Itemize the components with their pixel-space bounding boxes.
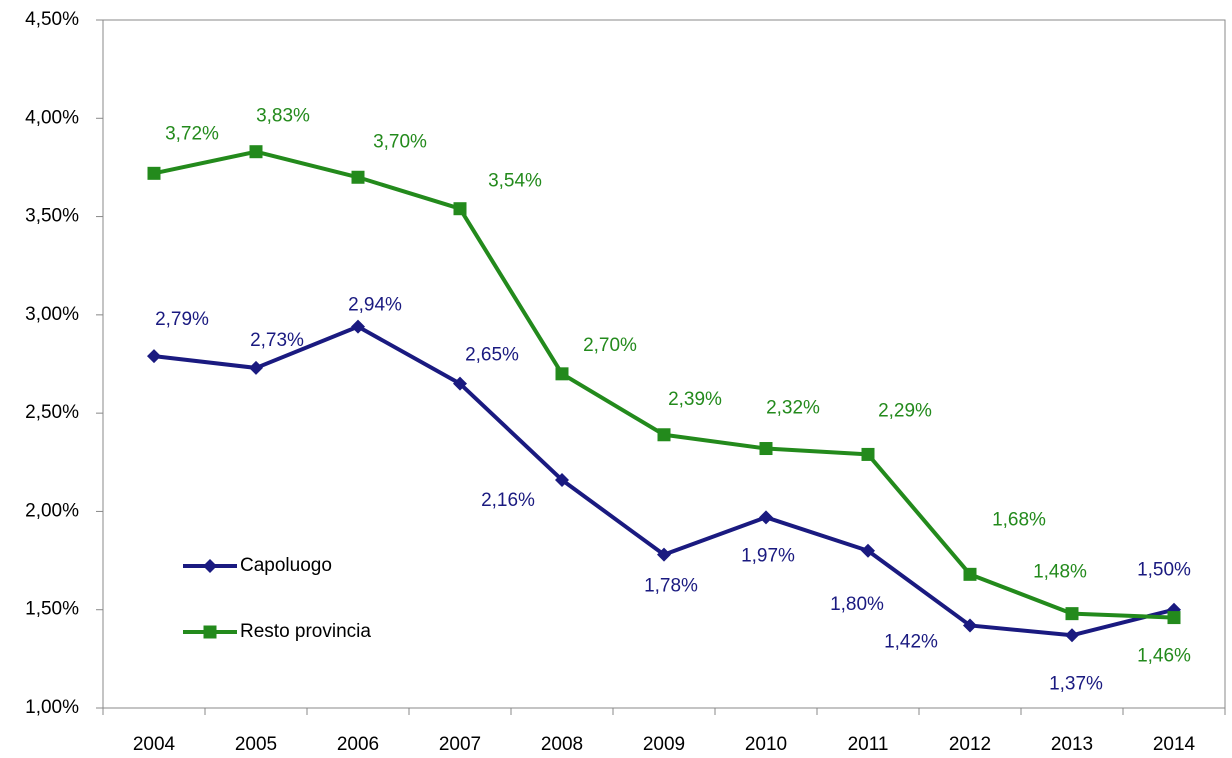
data-label: 3,70% <box>373 131 427 152</box>
data-label: 3,72% <box>165 123 219 144</box>
data-label: 3,54% <box>488 171 542 192</box>
marker <box>963 567 977 581</box>
data-label: 1,46% <box>1137 646 1191 667</box>
x-tick-label: 2009 <box>643 734 685 755</box>
data-label: 2,73% <box>250 330 304 351</box>
data-label: 1,78% <box>644 576 698 597</box>
legend-label: Capoluogo <box>240 555 332 576</box>
legend-label: Resto provincia <box>240 621 371 642</box>
data-label: 2,39% <box>668 389 722 410</box>
x-tick-label: 2011 <box>848 734 889 755</box>
marker <box>555 472 569 487</box>
marker <box>963 618 977 633</box>
x-tick-label: 2005 <box>235 734 277 755</box>
marker <box>249 145 263 159</box>
marker <box>453 202 467 216</box>
marker <box>1065 607 1079 621</box>
y-tick-label: 4,00% <box>25 107 79 128</box>
marker <box>759 442 773 456</box>
data-label: 1,50% <box>1137 560 1191 581</box>
y-tick-label: 2,00% <box>25 500 79 521</box>
y-tick-label: 1,50% <box>25 599 79 620</box>
y-tick-label: 4,50% <box>25 9 79 30</box>
data-label: 2,79% <box>155 309 209 330</box>
data-label: 2,94% <box>348 295 402 316</box>
marker <box>759 510 773 525</box>
marker <box>1167 611 1181 625</box>
data-label: 2,70% <box>583 335 637 356</box>
marker <box>147 349 161 364</box>
marker <box>351 170 365 184</box>
data-label: 2,29% <box>878 400 932 421</box>
y-tick-label: 1,00% <box>25 697 79 718</box>
data-label: 1,42% <box>884 631 938 652</box>
x-tick-label: 2006 <box>337 734 379 755</box>
data-label: 3,83% <box>256 106 310 127</box>
marker <box>657 547 671 562</box>
marker <box>1065 628 1079 643</box>
data-label: 2,32% <box>766 398 820 419</box>
x-tick-label: 2004 <box>133 734 176 755</box>
data-label: 1,97% <box>741 545 795 566</box>
y-tick-label: 2,50% <box>25 402 79 423</box>
data-label: 1,68% <box>992 509 1046 530</box>
y-tick-label: 3,00% <box>25 304 79 325</box>
plot-area <box>102 19 1226 709</box>
data-label: 1,37% <box>1049 673 1103 694</box>
data-label: 1,48% <box>1033 562 1087 583</box>
x-tick-label: 2013 <box>1051 734 1093 755</box>
y-tick-label: 3,50% <box>25 206 79 227</box>
marker <box>861 447 875 461</box>
x-tick-label: 2007 <box>439 734 481 755</box>
x-tick-label: 2012 <box>949 734 991 755</box>
marker <box>249 360 263 375</box>
data-label: 2,65% <box>465 345 519 366</box>
data-label: 1,80% <box>830 594 884 615</box>
x-tick-label: 2014 <box>1153 734 1196 755</box>
marker <box>351 319 365 334</box>
x-tick-label: 2010 <box>745 734 787 755</box>
marker <box>453 376 467 391</box>
marker <box>657 428 671 442</box>
marker <box>861 543 875 558</box>
marker <box>147 166 161 180</box>
marker <box>203 559 217 573</box>
data-label: 2,16% <box>481 490 535 511</box>
marker <box>555 367 569 381</box>
x-tick-label: 2008 <box>541 734 583 755</box>
marker <box>203 625 217 639</box>
